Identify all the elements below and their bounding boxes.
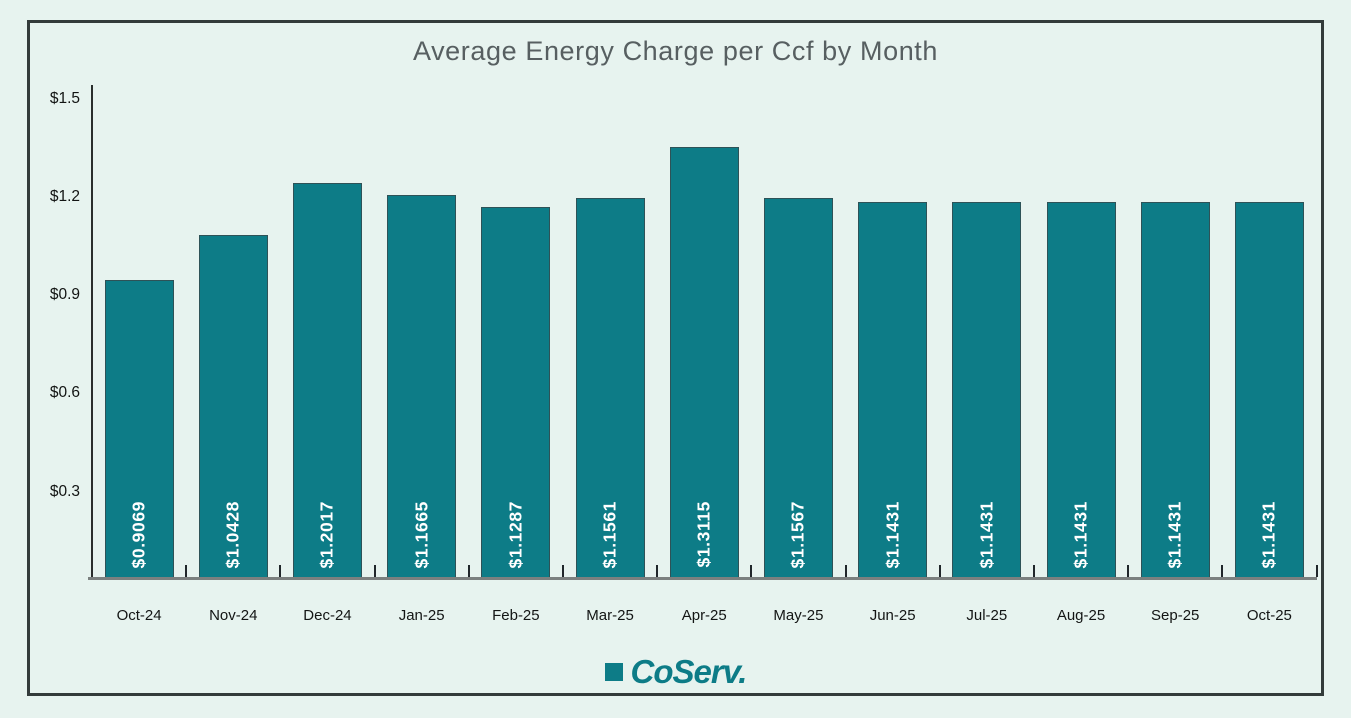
month-label: Mar-25 xyxy=(586,607,634,624)
bar-value-label: $1.1561 xyxy=(599,500,620,568)
month-label: Oct-25 xyxy=(1246,607,1292,624)
x-axis-tick xyxy=(1127,565,1130,577)
bar-value-label: $1.1431 xyxy=(1258,500,1279,568)
bar-value-label: $1.1431 xyxy=(1164,500,1185,568)
bar-value-label: $1.0428 xyxy=(222,500,243,568)
x-axis-tick xyxy=(279,565,282,577)
bar: $1.1287 xyxy=(481,207,551,577)
bar: $0.9069 xyxy=(104,279,174,577)
month-label: Jul-25 xyxy=(966,607,1008,624)
chart-frame xyxy=(27,20,1324,696)
bar: $1.1431 xyxy=(1046,202,1116,577)
month-label: Apr-25 xyxy=(681,607,727,624)
y-axis-tick-label: $0.9 xyxy=(49,286,80,304)
bar: $1.2017 xyxy=(292,183,362,577)
bar: $1.1431 xyxy=(858,202,928,577)
x-axis-tick xyxy=(656,565,659,577)
bar-value-label: $0.9069 xyxy=(128,500,149,568)
chart-title: Average Energy Charge per Ccf by Month xyxy=(412,36,939,66)
bar-value-label: $1.1431 xyxy=(1070,500,1091,568)
month-label: Jun-25 xyxy=(869,607,916,624)
month-label: Oct-24 xyxy=(116,607,162,624)
bar: $1.3115 xyxy=(669,147,739,577)
month-label: Dec-24 xyxy=(303,607,352,624)
x-axis-baseline xyxy=(88,577,1317,580)
bar-value-label: $1.3115 xyxy=(693,501,714,568)
coserv-wordmark: CoServ. xyxy=(630,653,748,690)
y-axis-tick-label: $0.6 xyxy=(49,384,80,402)
bar-value-label: $1.1665 xyxy=(411,500,432,568)
coserv-logo: CoServ. xyxy=(0,653,1351,691)
x-axis-tick xyxy=(185,565,188,577)
x-axis-tick xyxy=(1221,565,1224,577)
month-label: Nov-24 xyxy=(209,607,258,624)
x-axis-tick xyxy=(844,565,847,577)
coserv-square-icon xyxy=(604,663,623,681)
bar-value-label: $1.1431 xyxy=(882,500,903,568)
month-label: Sep-25 xyxy=(1151,607,1200,624)
bar: $1.1431 xyxy=(1234,202,1304,577)
bar-value-label: $1.1287 xyxy=(505,500,526,568)
x-axis-tick xyxy=(373,565,376,577)
bar: $1.1665 xyxy=(387,194,457,577)
x-axis-tick xyxy=(750,565,753,577)
month-label: Feb-25 xyxy=(492,607,540,624)
bar: $1.1567 xyxy=(763,197,833,577)
bar-value-label: $1.1567 xyxy=(787,500,808,568)
y-axis-tick-label: $1.2 xyxy=(49,187,80,205)
bar: $1.1431 xyxy=(952,202,1022,577)
y-axis-line xyxy=(91,85,93,578)
bar: $1.1561 xyxy=(575,198,645,577)
x-axis-tick xyxy=(561,565,564,577)
month-label: Aug-25 xyxy=(1056,607,1106,624)
x-axis-tick xyxy=(1315,565,1318,577)
month-label: May-25 xyxy=(773,607,824,624)
month-label: Jan-25 xyxy=(398,607,445,624)
bar-value-label: $1.1431 xyxy=(976,500,997,568)
x-axis-tick xyxy=(938,565,941,577)
bar-value-label: $1.2017 xyxy=(316,500,337,568)
y-axis-tick-label: $1.5 xyxy=(49,89,80,107)
y-axis-tick-label: $0.3 xyxy=(49,482,80,500)
x-axis-tick xyxy=(1032,565,1035,577)
x-axis-tick xyxy=(467,565,470,577)
bar: $1.1431 xyxy=(1140,202,1210,577)
bar: $1.0428 xyxy=(198,235,268,577)
